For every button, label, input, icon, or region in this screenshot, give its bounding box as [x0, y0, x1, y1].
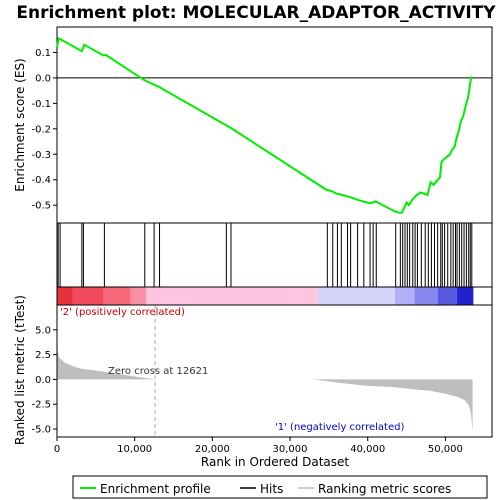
enrichment-profile-line [56, 37, 474, 214]
negative-correlation-label: '1' (negatively correlated) [275, 422, 404, 433]
hit-lines [57, 223, 473, 287]
legend-enrichment-label: Enrichment profile [100, 482, 211, 496]
metric-y-ticks: -5.0 -2.5 0.0 2.5 5.0 [31, 325, 57, 436]
chart-title: Enrichment plot: MOLECULAR_ADAPTOR_ACTIV… [16, 3, 496, 23]
es-y-axis-label: Enrichment score (ES) [13, 58, 27, 191]
x-tick-label: 0 [54, 444, 60, 455]
positive-correlation-label: '2' (positively correlated) [60, 307, 185, 318]
es-frame [56, 26, 493, 224]
x-tick-label: 20,000 [195, 444, 230, 455]
es-y-tick-label: -0.5 [31, 201, 51, 212]
color-bar-segment [130, 287, 147, 305]
es-y-tick-label: 0.0 [35, 73, 51, 84]
metric-y-tick-label: -5.0 [31, 425, 51, 436]
ranked-metric-panel: -5.0 -2.5 0.0 2.5 5.0 0 10,000 20,000 30,000 40,… [13, 295, 493, 469]
metric-y-tick-label: 2.5 [35, 350, 51, 361]
zero-cross-label: Zero cross at 12621 [108, 366, 208, 377]
x-axis-label: Rank in Ordered Dataset [201, 455, 349, 469]
metric-y-tick-label: -2.5 [31, 400, 51, 411]
es-y-tick-label: -0.1 [31, 99, 51, 110]
x-tick-label: 50,000 [428, 444, 463, 455]
es-y-tick-label: 0.1 [35, 48, 51, 59]
color-bar-segment [394, 287, 415, 305]
metric-y-axis-label: Ranked list metric (tTest) [13, 295, 27, 445]
es-y-tick-label: -0.3 [31, 150, 51, 161]
x-tick-label: 30,000 [273, 444, 308, 455]
enrichment-score-panel: -0.5 -0.4 -0.3 -0.2 -0.1 0.0 0.1 Enrichment sc… [13, 26, 493, 224]
hits-panel [56, 222, 493, 288]
legend-box [72, 475, 488, 499]
x-ticks: 0 10,000 20,000 30,000 40,000 50,000 [54, 437, 463, 455]
color-bar-segment [457, 287, 474, 305]
es-y-tick-label: -0.4 [31, 175, 51, 186]
color-bar-segment [57, 287, 73, 305]
legend-hits-label: Hits [260, 482, 283, 496]
color-bar-segment [146, 287, 318, 305]
x-tick-label: 40,000 [350, 444, 385, 455]
es-y-ticks: -0.5 -0.4 -0.3 -0.2 -0.1 0.0 0.1 [31, 48, 57, 212]
color-bar-segment [414, 287, 438, 305]
legend-metric-label: Ranking metric scores [318, 482, 451, 496]
metric-y-tick-label: 5.0 [35, 325, 51, 336]
color-bar-segment [72, 287, 104, 305]
metric-frame [57, 305, 492, 437]
color-bar-segment [437, 287, 458, 305]
metric-frame-border [56, 304, 493, 438]
legend: Enrichment profile Hits Ranking metric s… [72, 475, 488, 499]
es-y-tick-label: -0.2 [31, 124, 51, 135]
x-tick-label: 10,000 [117, 444, 152, 455]
ranking-color-bar [57, 287, 474, 305]
hits-frame [56, 222, 493, 288]
color-bar-segment [103, 287, 131, 305]
metric-y-tick-label: 0.0 [35, 375, 51, 386]
color-bar-segment [317, 287, 395, 305]
